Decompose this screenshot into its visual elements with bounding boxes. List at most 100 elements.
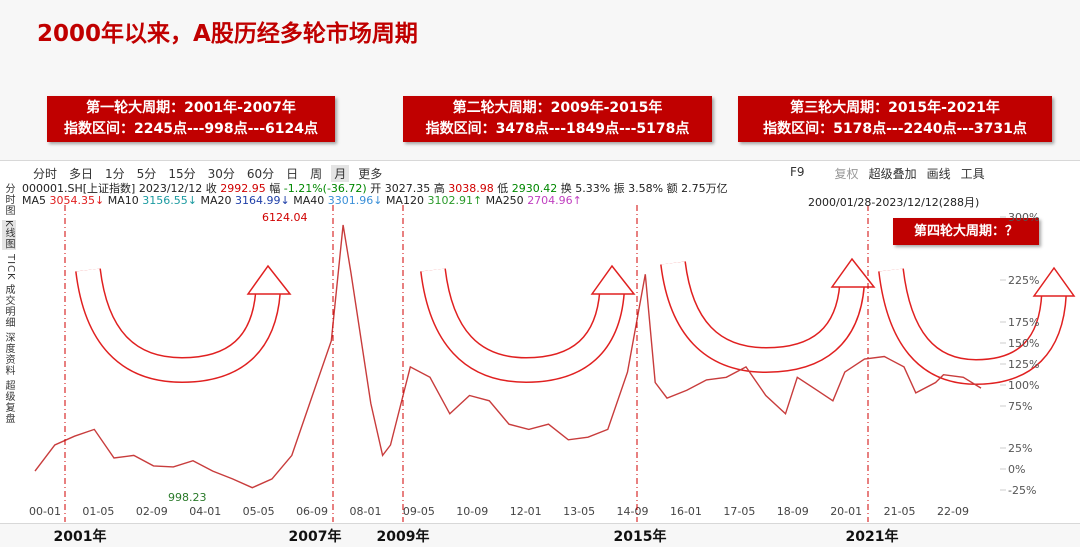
field-value: 3.58%	[628, 182, 664, 195]
y-tick-label: 300%	[1008, 211, 1039, 224]
x-tick-label: 13-05	[563, 505, 595, 518]
ma-label: MA20	[200, 194, 232, 207]
x-tick-label: 05-05	[243, 505, 275, 518]
ma-value: 3156.55↓	[142, 194, 197, 207]
year-marker: 2015年	[614, 528, 667, 545]
x-tick-label: 18-09	[777, 505, 809, 518]
x-tick-label: 00-01	[29, 505, 61, 518]
toolbar-button[interactable]: 复权	[834, 167, 859, 181]
cycle-box: 第一轮大周期：2001年-2007年指数区间：2245点---998点---61…	[47, 96, 335, 142]
date: 2023/12/12	[138, 182, 203, 195]
ma-value: 3054.35↓	[49, 194, 105, 207]
y-tick-label: 225%	[1008, 274, 1039, 287]
cycle-range: 指数区间：2245点---998点---6124点	[63, 121, 319, 137]
ma-value: 3102.91↑	[427, 194, 483, 207]
x-tick-label: 22-09	[937, 505, 969, 518]
toolbar-button[interactable]: 分时	[33, 167, 58, 181]
x-tick-label: 20-01	[830, 505, 862, 518]
field-value: 3038.98	[448, 182, 494, 195]
ma-value: 3301.96↓	[327, 194, 383, 207]
x-tick-label: 04-01	[189, 505, 221, 518]
field-value: 2992.95	[220, 182, 266, 195]
x-tick-label: 10-09	[456, 505, 488, 518]
field-label: 振	[613, 182, 625, 195]
x-tick-label: 14-09	[617, 505, 649, 518]
toolbar-button[interactable]: 画线	[926, 167, 951, 181]
cycle-box: 第二轮大周期：2009年-2015年指数区间：3478点---1849点---5…	[403, 96, 712, 142]
x-tick-label: 17-05	[723, 505, 755, 518]
x-tick-label: 01-05	[82, 505, 114, 518]
x-tick-label: 08-01	[349, 505, 381, 518]
year-marker: 2001年	[54, 528, 107, 545]
side-tab[interactable]: 成交明细	[3, 284, 14, 329]
toolbar-button[interactable]: 超级叠加	[868, 167, 917, 181]
toolbar-button[interactable]: 30分	[207, 167, 235, 181]
arrow	[420, 264, 636, 384]
toolbar-button[interactable]: 周	[310, 167, 323, 181]
side-tab[interactable]: 深度资料	[3, 332, 14, 377]
ma-label: MA5	[22, 194, 47, 207]
side-tab[interactable]: 超级复盘	[3, 380, 14, 425]
y-tick-label: 25%	[1008, 442, 1032, 455]
x-tick-label: 02-09	[136, 505, 168, 518]
field-label: 收	[205, 182, 217, 195]
y-tick-label: 150%	[1008, 337, 1039, 350]
cycle-range: 指数区间：5178点---2240点---3731点	[763, 121, 1027, 137]
toolbar-button[interactable]: 工具	[960, 167, 985, 181]
field-value: 2.75万亿	[681, 182, 728, 195]
toolbar-button[interactable]: 1分	[105, 167, 125, 181]
ma-label: MA250	[485, 194, 524, 207]
y-tick-label: 75%	[1008, 400, 1032, 413]
toolbar-button[interactable]: 60分	[246, 167, 275, 181]
toolbar-button[interactable]: 多日	[69, 167, 94, 181]
field-value: 5.33%	[575, 182, 611, 195]
y-tick-label: 125%	[1008, 358, 1039, 371]
field-label: 低	[497, 182, 509, 195]
side-tab[interactable]: TICK	[5, 253, 16, 281]
field-label: 开	[370, 182, 382, 195]
y-tick-label: 0%	[1008, 463, 1025, 476]
toolbar-button[interactable]: 更多	[358, 167, 383, 181]
year-marker: 2009年	[377, 528, 430, 545]
field-label: 幅	[269, 182, 281, 195]
ma-value: 2704.96↑	[527, 194, 582, 207]
cycle-arrows	[75, 257, 1076, 386]
ma-value: 3164.99↓	[234, 194, 290, 207]
toolbar-button[interactable]: F9	[790, 165, 805, 179]
arrow	[660, 257, 876, 374]
x-tick-label: 21-05	[884, 505, 916, 518]
toolbar-button[interactable]: 15分	[168, 167, 196, 181]
cycle-range: 指数区间：3478点---1849点---5178点	[425, 121, 690, 137]
field-label: 换	[560, 182, 572, 195]
year-marker: 2021年	[846, 528, 899, 545]
x-tick-label: 12-01	[510, 505, 542, 518]
field-value: -1.21%(-36.72)	[283, 182, 367, 195]
arrow	[75, 264, 292, 384]
year-marker: 2007年	[289, 528, 342, 545]
field-label: 高	[433, 182, 445, 195]
quote-row: 000001.SH[上证指数] 2023/12/12 收 2992.95 幅 -…	[22, 180, 728, 196]
x-tick-label: 06-09	[296, 505, 328, 518]
y-tick-label: 175%	[1008, 316, 1039, 329]
y-tick-label: 100%	[1008, 379, 1039, 392]
toolbar-button[interactable]: 5分	[136, 167, 157, 181]
cycle-heading: 第一轮大周期：2001年-2007年	[86, 100, 296, 116]
toolbar-button[interactable]: 日	[286, 167, 299, 181]
side-tab[interactable]: 分时图	[3, 183, 14, 216]
ma-label: MA40	[293, 194, 325, 207]
cycle-heading: 第三轮大周期：2015年-2021年	[790, 100, 1000, 116]
index-line	[34, 224, 982, 489]
ma-row: MA5 3054.35↓ MA10 3156.55↓ MA20 3164.99↓…	[22, 194, 582, 207]
arrow	[878, 266, 1076, 386]
field-value: 3027.35	[384, 182, 431, 195]
x-tick-label: 09-05	[403, 505, 435, 518]
field-value: 2930.42	[511, 182, 558, 195]
side-tab[interactable]: K线图	[2, 220, 16, 250]
period: 2000/01/28-2023/12/12(288月)	[808, 196, 980, 209]
cycle-heading: 第二轮大周期：2009年-2015年	[452, 100, 663, 116]
x-tick-label: 16-01	[670, 505, 702, 518]
symbol: 000001.SH[上证指数]	[22, 182, 136, 195]
toolbar-button[interactable]: 月	[331, 165, 350, 182]
